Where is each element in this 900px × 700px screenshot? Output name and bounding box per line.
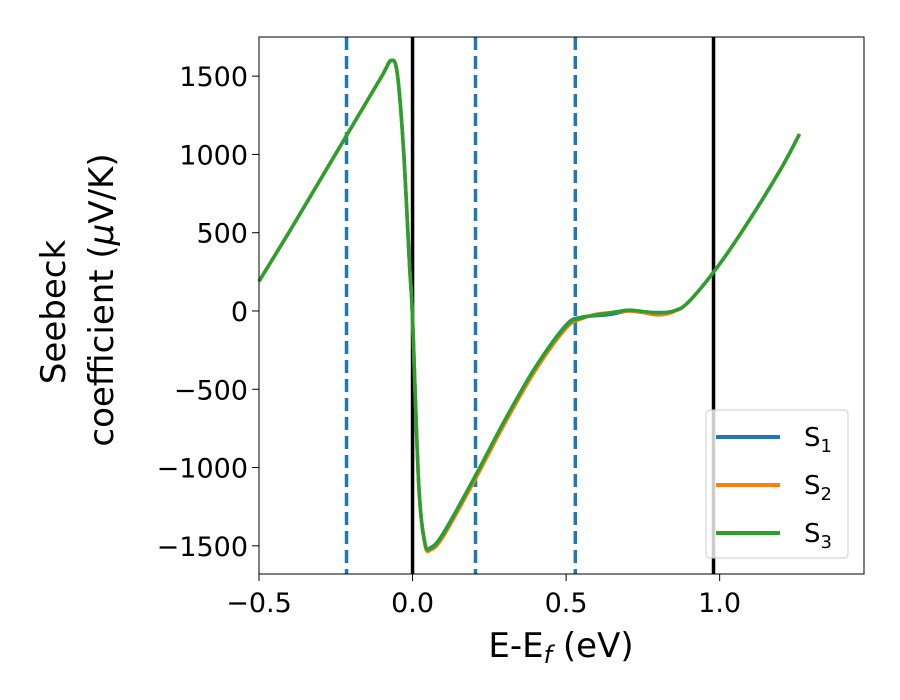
y-axis-label: Seebeck coefficient (μV/K) [34,153,122,446]
legend-label-s2: S2 [804,471,832,505]
y-axis-label-line2: coefficient (μV/K) [82,153,122,446]
x-tick-label: 0.0 [391,588,434,619]
y-axis-ticks: 1500 1000 500 0 −500 −1000 −1500 [157,62,259,563]
y-tick-label: 0 [231,297,248,328]
legend-label-s1: S1 [804,423,832,457]
y-tick-label: 500 [196,219,248,250]
x-tick-label: −0.5 [226,588,292,619]
series-group [257,58,802,554]
x-tick-label: 1.0 [698,588,741,619]
plot-frame [258,36,865,575]
y-tick-label: −1000 [157,454,248,485]
y-axis-label-line1: Seebeck [34,240,74,385]
y-tick-label: 1000 [179,140,248,171]
y-tick-label: −1500 [157,532,248,563]
series-line-s3 [257,58,802,552]
legend: S1 S2 S3 [705,409,849,559]
x-tick-label: 0.5 [545,588,588,619]
y-tick-label: 1500 [179,62,248,93]
legend-label-s3: S3 [804,519,832,553]
x-axis-label: E-Ef (eV) [488,626,633,669]
y-tick-label: −500 [174,375,248,406]
x-axis-ticks: −0.5 0.0 0.5 1.0 [226,574,741,619]
